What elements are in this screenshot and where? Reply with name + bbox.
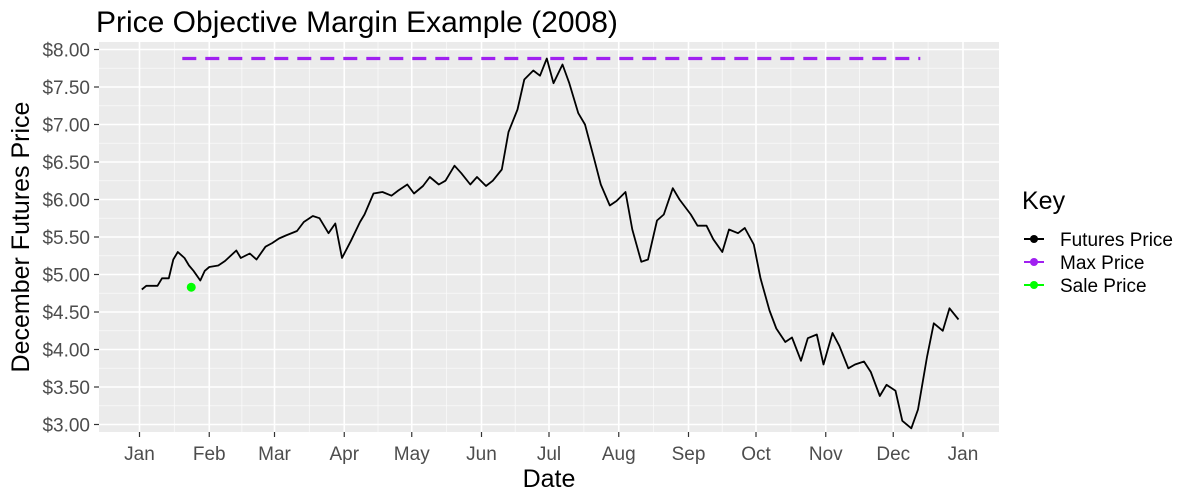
chart-title: Price Objective Margin Example (2008) bbox=[96, 6, 618, 39]
legend-label: Futures Price bbox=[1060, 230, 1173, 251]
x-tick-label: Mar bbox=[258, 444, 291, 465]
legend-label: Sale Price bbox=[1060, 276, 1147, 297]
series-layer bbox=[141, 56, 960, 430]
x-tick-label: Jun bbox=[466, 444, 497, 465]
y-tick-label: $5.50 bbox=[42, 228, 90, 249]
x-tick-label: Feb bbox=[193, 444, 226, 465]
x-tick-label: Jan bbox=[124, 444, 155, 465]
x-tick-label: Apr bbox=[329, 444, 359, 465]
x-tick-label: Jul bbox=[537, 444, 561, 465]
y-tick-label: $3.50 bbox=[42, 378, 90, 399]
y-tick-label: $7.00 bbox=[42, 116, 90, 137]
y-tick-label: $6.00 bbox=[42, 191, 90, 212]
legend-key-point bbox=[1030, 281, 1038, 289]
y-axis: $3.00 $3.50 $4.00 $4.50 $5.00 $5.50 $6.00 $6.50… bbox=[42, 41, 99, 437]
major-grid bbox=[99, 42, 999, 432]
x-tick-label: Dec bbox=[876, 444, 910, 465]
y-tick-label: $8.00 bbox=[42, 41, 90, 62]
legend-key-point bbox=[1030, 235, 1038, 243]
legend-title: Key bbox=[1022, 187, 1066, 215]
x-tick-label: Jan bbox=[948, 444, 979, 465]
legend-key-point bbox=[1030, 258, 1038, 266]
y-tick-label: $6.50 bbox=[42, 153, 90, 174]
x-axis-title: Date bbox=[523, 465, 576, 493]
y-tick-label: $4.00 bbox=[42, 341, 90, 362]
y-tick-label: $5.00 bbox=[42, 266, 90, 287]
x-axis: Jan Feb Mar Apr May Jun Jul Aug Sep Oct Nov Dec Jan bbox=[124, 432, 978, 465]
sale-price-point bbox=[186, 282, 196, 292]
x-tick-label: Nov bbox=[809, 444, 843, 465]
x-tick-label: Sep bbox=[672, 444, 706, 465]
x-tick-label: May bbox=[394, 444, 430, 465]
y-tick-label: $3.00 bbox=[42, 416, 90, 437]
x-tick-label: Aug bbox=[602, 444, 636, 465]
y-tick-label: $4.50 bbox=[42, 303, 90, 324]
futures-price-line bbox=[141, 57, 960, 430]
x-tick-label: Oct bbox=[741, 444, 771, 465]
y-axis-title: December Futures Price bbox=[7, 102, 35, 373]
legend-label: Max Price bbox=[1060, 253, 1144, 274]
y-tick-label: $7.50 bbox=[42, 78, 90, 99]
